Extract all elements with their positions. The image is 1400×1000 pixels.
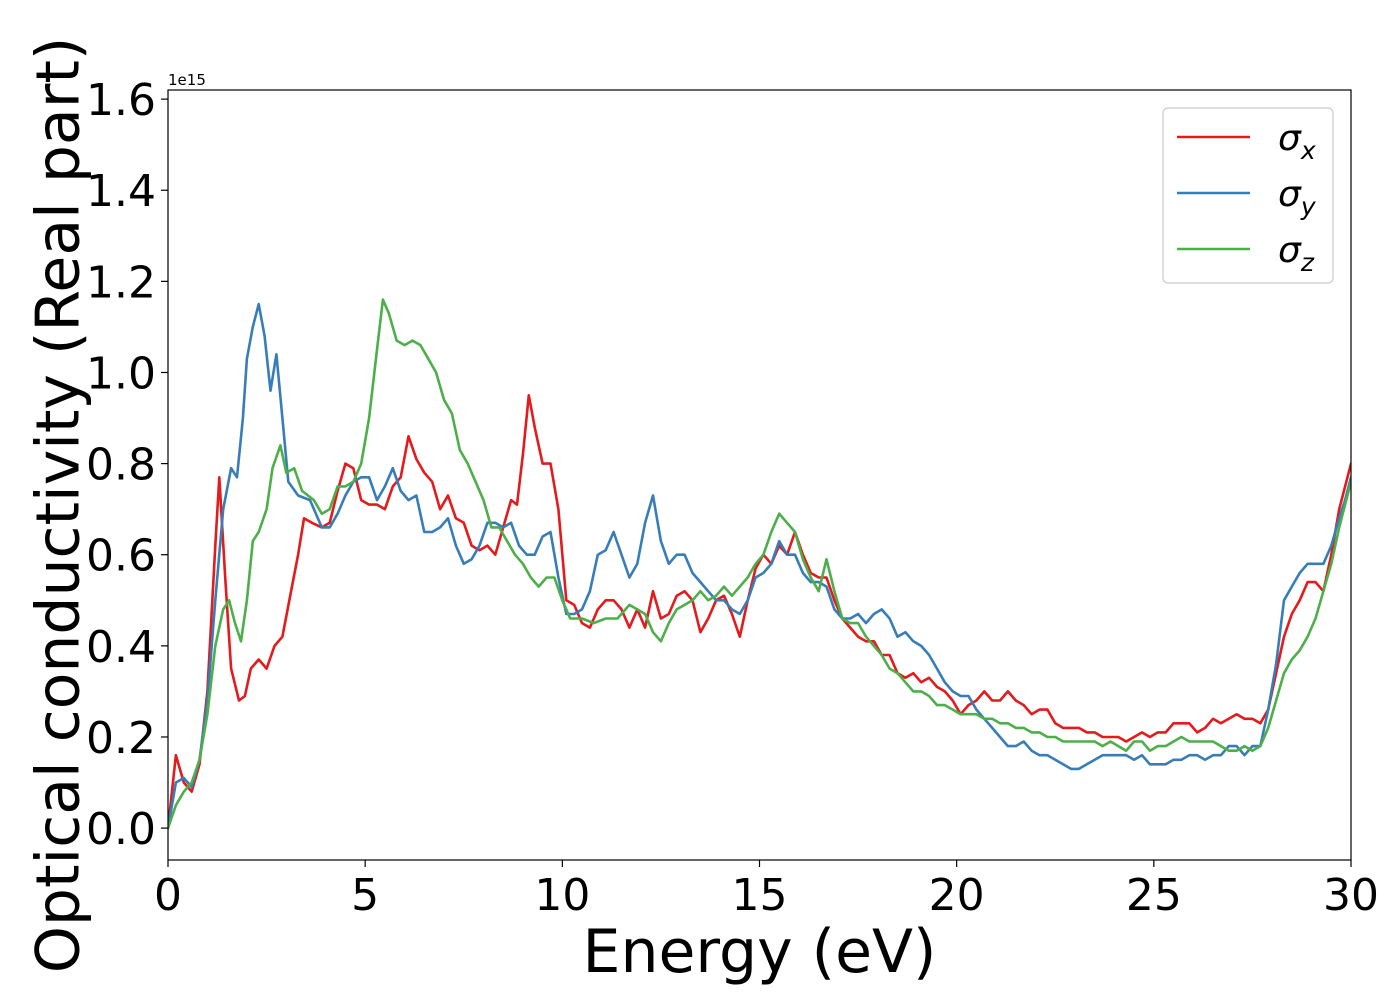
y-tick-label: 0.4 [86, 622, 156, 673]
series-line-z [168, 298, 1351, 830]
series-layer [168, 298, 1351, 830]
x-tick-label: 5 [351, 870, 379, 921]
x-tick-label: 15 [732, 870, 788, 921]
y-tick-label: 0.2 [86, 713, 156, 764]
x-tick-label: 25 [1126, 870, 1182, 921]
y-tick-label: 1.2 [86, 257, 156, 308]
x-axis: 0 5 10 15 20 25 30 [154, 860, 1379, 921]
y-tick-label: 1.6 [86, 75, 156, 126]
y-tick-label: 0.8 [86, 440, 156, 491]
x-tick-label: 20 [929, 870, 985, 921]
legend-label-z: σz [1278, 230, 1315, 277]
x-axis-label: Energy (eV) [583, 917, 937, 987]
y-axis-offset-text: 1e15 [168, 71, 206, 89]
y-tick-label: 0.0 [86, 804, 156, 855]
y-axis-label: Optical conductivity (Real part) [24, 37, 94, 974]
y-axis: 0.0 0.2 0.4 0.6 0.8 1.0 1.2 1.4 1.6 [86, 75, 168, 855]
legend-label-x: σx [1278, 118, 1316, 165]
series-line-y [168, 302, 1351, 830]
x-tick-label: 30 [1323, 870, 1379, 921]
y-tick-label: 1.0 [86, 348, 156, 399]
x-tick-label: 10 [534, 870, 590, 921]
legend-label-y: σy [1278, 174, 1317, 221]
legend-frame [1162, 107, 1334, 284]
y-tick-label: 1.4 [86, 166, 156, 217]
series-line-x [168, 394, 1351, 830]
x-tick-label: 0 [154, 870, 182, 921]
y-tick-label: 0.6 [86, 531, 156, 582]
legend: σx σy σz [1162, 107, 1334, 284]
